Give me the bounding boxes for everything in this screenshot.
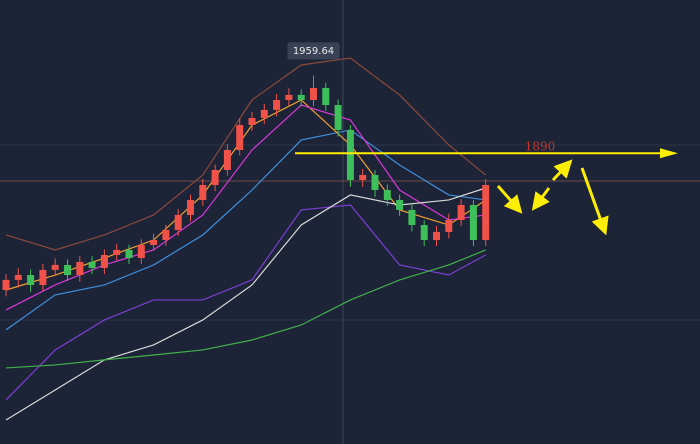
indicator-line xyxy=(5,129,486,331)
candle-body xyxy=(469,205,477,241)
candle-body xyxy=(420,225,428,241)
candle-body xyxy=(236,125,244,150)
candle-body xyxy=(457,205,465,220)
indicator-line xyxy=(5,204,486,401)
candle-body xyxy=(383,190,391,200)
candle-body xyxy=(408,209,416,226)
candle-body xyxy=(76,261,84,276)
candle-body xyxy=(125,249,133,259)
forecast-arrow xyxy=(551,159,573,182)
candle-body xyxy=(211,169,219,185)
candle-body xyxy=(445,219,453,232)
candle-body xyxy=(150,240,158,245)
candle-body xyxy=(396,199,404,210)
candle-body xyxy=(297,94,305,100)
candle-body xyxy=(39,269,47,285)
candle-body xyxy=(482,184,490,241)
candle-body xyxy=(64,264,71,276)
forecast-arrow xyxy=(496,185,523,214)
forecast-arrow xyxy=(580,167,609,236)
indicator-lines xyxy=(5,57,487,421)
candle-body xyxy=(223,149,231,170)
candle-body xyxy=(162,229,170,241)
candle-body xyxy=(199,184,207,200)
candle-body xyxy=(100,254,108,268)
candle-body xyxy=(260,109,268,118)
indicator-line xyxy=(5,187,486,421)
overlay: 1959.64 1890 xyxy=(287,42,678,236)
candle-body xyxy=(322,88,330,106)
level-arrowhead xyxy=(660,148,678,159)
candles xyxy=(2,75,490,297)
candle-body xyxy=(174,214,182,230)
candle-body xyxy=(433,231,440,241)
candle-body xyxy=(14,275,22,280)
peak-label: 1959.64 xyxy=(293,46,334,57)
candle-body xyxy=(346,129,354,180)
peak-label-box xyxy=(287,42,340,60)
candle-body xyxy=(285,94,293,100)
indicator-line xyxy=(5,249,486,369)
candle-body xyxy=(2,279,10,290)
candle-body xyxy=(273,99,281,110)
candle-body xyxy=(310,88,317,100)
candle-body xyxy=(113,249,121,255)
candle-body xyxy=(359,175,367,180)
candle-body xyxy=(187,199,194,215)
candle-body xyxy=(27,275,35,285)
candle-body xyxy=(334,105,342,130)
candle-body xyxy=(88,261,96,268)
indicator-line xyxy=(5,104,486,311)
candle-body xyxy=(51,264,59,270)
level-label: 1890 xyxy=(525,140,556,154)
candle-body xyxy=(248,117,256,126)
indicator-line xyxy=(5,57,487,251)
candle-body xyxy=(371,175,379,191)
candle-body xyxy=(137,244,145,259)
forecast-arrow xyxy=(531,187,551,211)
